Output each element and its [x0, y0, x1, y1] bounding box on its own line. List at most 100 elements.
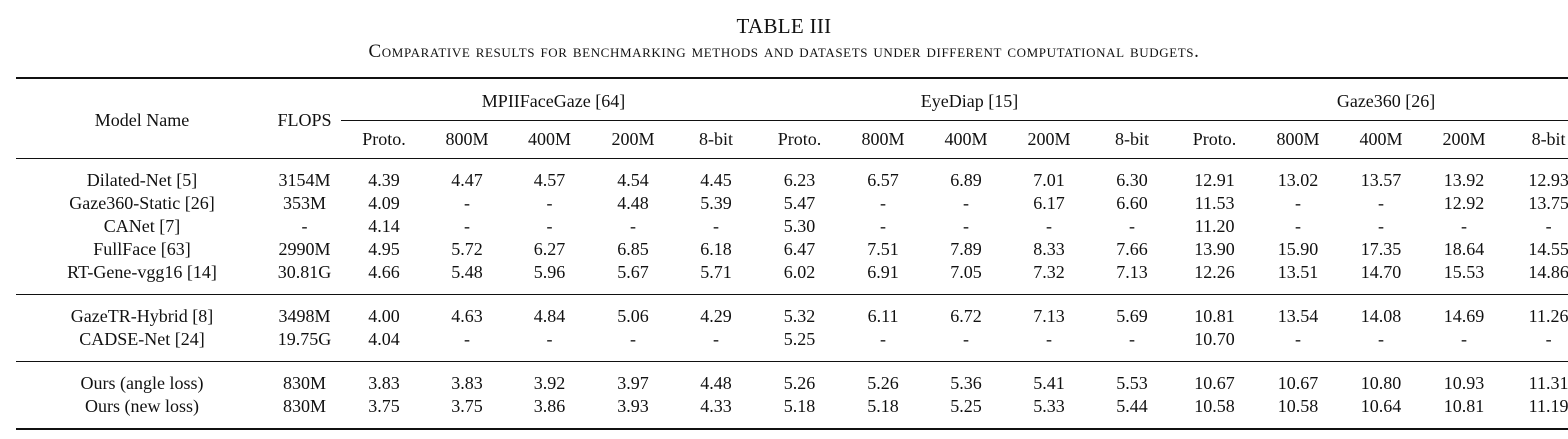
value-cell: -: [963, 329, 970, 349]
value-cell: 5.18: [841, 395, 926, 430]
value-cell: 5.96: [533, 262, 566, 282]
value-cell: 14.70: [1360, 262, 1402, 282]
header-flops: FLOPS: [268, 77, 341, 159]
value-cell: 5.25: [925, 395, 1008, 430]
value-cell: -: [1461, 329, 1468, 349]
value-cell: -: [1461, 216, 1468, 236]
model-name-cell: Dilated-Net [5]: [16, 158, 268, 192]
value-cell: -: [1295, 193, 1302, 213]
value-cell: 4.45: [674, 158, 759, 192]
value-cell: 3.75: [427, 395, 507, 430]
model-name-cell: CADSE-Net [24]: [79, 329, 205, 349]
value-cell: 5.47: [783, 193, 816, 213]
value-cell: 3.93: [592, 395, 674, 430]
value-cell: 10.81: [1422, 395, 1507, 430]
value-cell: 5.48: [451, 262, 483, 282]
header-model-name: Model Name: [16, 77, 268, 159]
value-cell: 4.84: [507, 294, 592, 328]
value-cell: 3.86: [507, 395, 592, 430]
flops-cell: -: [301, 216, 308, 236]
value-cell: 12.93: [1506, 158, 1568, 192]
value-cell: 12.26: [1194, 262, 1235, 282]
header-subcolumn: Proto.: [777, 129, 822, 149]
value-cell: 7.32: [1033, 262, 1065, 282]
value-cell: 7.13: [1007, 294, 1092, 328]
model-name-cell: CANet [7]: [103, 216, 181, 236]
value-cell: 6.89: [925, 158, 1008, 192]
value-cell: 6.27: [533, 239, 566, 259]
value-cell: 5.18: [758, 395, 842, 430]
value-cell: -: [630, 216, 636, 236]
value-cell: 15.90: [1277, 239, 1319, 259]
value-cell: -: [880, 216, 887, 236]
flops-cell: 3498M: [268, 294, 341, 328]
header-subcolumn: 400M: [944, 129, 988, 149]
value-cell: -: [1295, 216, 1302, 236]
value-cell: 14.08: [1340, 294, 1423, 328]
value-cell: -: [464, 216, 470, 236]
value-cell: -: [880, 193, 887, 213]
value-cell: 11.53: [1194, 193, 1235, 213]
value-cell: 13.75: [1528, 193, 1568, 213]
value-cell: 13.51: [1277, 262, 1319, 282]
value-cell: 5.53: [1091, 361, 1174, 395]
header-subcolumn: 400M: [527, 129, 571, 149]
table-row: Ours (new loss) 830M 3.75 3.75 3.86 3.93 4.33 5…: [16, 395, 1568, 430]
model-name-cell: RT-Gene-vgg16 [14]: [67, 262, 217, 282]
value-cell: 17.35: [1360, 239, 1402, 259]
value-cell: -: [1129, 329, 1136, 349]
header-subcolumn: Proto.: [1192, 129, 1237, 149]
value-cell: 3.97: [592, 361, 674, 395]
value-cell: 6.17: [1033, 193, 1065, 213]
value-cell: 4.48: [674, 361, 759, 395]
value-cell: 7.01: [1007, 158, 1092, 192]
header-dataset-mpiifacegaze: MPIIFaceGaze [64]: [341, 77, 759, 121]
header-subcolumn: Proto.: [362, 129, 406, 149]
value-cell: 3.92: [507, 361, 592, 395]
value-cell: 5.41: [1007, 361, 1092, 395]
value-cell: 6.02: [783, 262, 816, 282]
value-cell: 6.72: [925, 294, 1008, 328]
value-cell: -: [546, 193, 553, 213]
header-subcolumn: 400M: [1359, 129, 1403, 149]
value-cell: 6.60: [1116, 193, 1148, 213]
value-cell: 11.20: [1194, 216, 1235, 236]
value-cell: 13.90: [1194, 239, 1235, 259]
value-cell: 5.26: [758, 361, 842, 395]
value-cell: 4.09: [368, 193, 400, 213]
value-cell: 5.71: [700, 262, 732, 282]
value-cell: 4.63: [427, 294, 507, 328]
value-cell: 4.00: [341, 294, 427, 328]
results-table: Model Name FLOPS MPIIFaceGaze [64] EyeDi…: [16, 77, 1568, 430]
value-cell: 7.13: [1116, 262, 1148, 282]
value-cell: -: [1046, 216, 1053, 236]
value-cell: 5.72: [451, 239, 483, 259]
header-subcolumn: 800M: [445, 129, 489, 149]
value-cell: 6.18: [700, 239, 732, 259]
value-cell: -: [713, 329, 720, 349]
value-cell: 5.06: [592, 294, 674, 328]
flops-cell: 30.81G: [277, 262, 332, 282]
header-dataset-eyediap: EyeDiap [15]: [758, 77, 1174, 121]
flops-cell: 3154M: [268, 158, 341, 192]
value-cell: 5.36: [925, 361, 1008, 395]
value-cell: 7.51: [867, 239, 899, 259]
table-row: GazeTR-Hybrid [8] 3498M 4.00 4.63 4.84 5.06 4.…: [16, 294, 1568, 328]
table-row: Ours (angle loss) 830M 3.83 3.83 3.92 3.97 4.4…: [16, 361, 1568, 395]
header-dataset-gaze360: Gaze360 [26]: [1173, 77, 1568, 121]
header-subcolumn: 8-bit: [699, 129, 734, 149]
header-subcolumn: 800M: [1276, 129, 1320, 149]
value-cell: 5.33: [1007, 395, 1092, 430]
header-subcolumn: 200M: [1027, 129, 1071, 149]
value-cell: 7.05: [950, 262, 982, 282]
value-cell: 10.81: [1173, 294, 1257, 328]
flops-cell: 830M: [268, 395, 341, 430]
value-cell: 5.67: [617, 262, 649, 282]
header-subcolumn: 8-bit: [1531, 129, 1566, 149]
header-subcolumn: 200M: [611, 129, 655, 149]
value-cell: 7.89: [950, 239, 982, 259]
table-row: Dilated-Net [5] 3154M 4.39 4.47 4.57 4.54 4.45…: [16, 158, 1568, 192]
value-cell: 13.92: [1422, 158, 1507, 192]
model-name-cell: GazeTR-Hybrid [8]: [16, 294, 268, 328]
value-cell: 4.66: [368, 262, 400, 282]
